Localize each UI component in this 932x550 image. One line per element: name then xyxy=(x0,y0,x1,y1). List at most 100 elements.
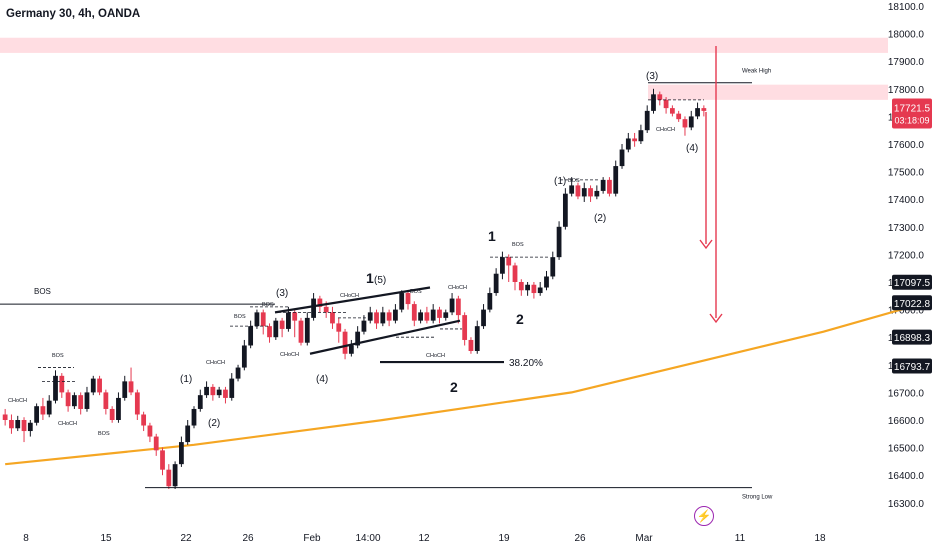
candle-body xyxy=(544,276,549,288)
current-price-tag xyxy=(892,98,932,129)
structure-label: BOS xyxy=(262,302,274,308)
candle-body xyxy=(210,386,216,396)
candle-body xyxy=(298,320,304,343)
price-level-tag xyxy=(892,358,932,374)
candle-body xyxy=(116,397,121,420)
chart-title: Germany 30, 4h, OANDA xyxy=(6,8,141,20)
candle-body xyxy=(594,190,600,197)
candle-body xyxy=(537,287,543,294)
candle-body xyxy=(248,326,254,346)
x-tick-label: 22 xyxy=(180,533,192,544)
price-level-label: 16793.7 xyxy=(894,362,931,373)
wedge-lower-line xyxy=(309,319,461,355)
candle-body xyxy=(393,309,398,321)
candle-body xyxy=(575,185,581,197)
wave-label: 2 xyxy=(450,379,458,395)
candle-body xyxy=(487,293,493,310)
candle-body xyxy=(223,389,228,398)
wave-label: (2) xyxy=(594,213,606,224)
x-tick-label: Mar xyxy=(635,533,653,544)
candle-body xyxy=(669,108,675,114)
candle-body xyxy=(317,298,323,307)
y-tick-label: 17200.0 xyxy=(888,250,925,261)
candle-body xyxy=(695,108,700,117)
candle-body xyxy=(311,298,316,318)
price-level-label: 17097.5 xyxy=(894,278,931,289)
candle-body xyxy=(588,188,593,197)
candle-body xyxy=(71,395,77,407)
candle-body xyxy=(556,226,562,258)
candle-body xyxy=(625,138,631,150)
structure-label: CHoCH xyxy=(280,352,299,358)
structure-label: CHoCH xyxy=(448,285,467,291)
countdown-label: 03:18:09 xyxy=(894,115,929,125)
candle-body xyxy=(374,312,379,324)
candle-body xyxy=(204,386,209,396)
candle-body xyxy=(84,392,90,409)
candle-body xyxy=(493,273,499,294)
candle-body xyxy=(292,312,298,321)
y-tick-label: 16300.0 xyxy=(888,499,925,510)
candle-body xyxy=(65,392,71,407)
structure-label: CHoCH xyxy=(340,293,359,299)
price-level-tag xyxy=(892,295,932,311)
candle-body xyxy=(701,108,707,111)
y-tick-label: 17000.0 xyxy=(888,306,925,317)
supply-zone xyxy=(0,37,888,53)
wave-label: (5) xyxy=(374,275,386,286)
candle-body xyxy=(267,326,272,338)
candle-body xyxy=(34,406,40,423)
candle-body xyxy=(386,312,392,321)
candle-body xyxy=(474,326,480,351)
x-tick-label: 15 xyxy=(100,533,112,544)
candle-body xyxy=(437,309,442,318)
candle-body xyxy=(286,312,291,329)
weak-high-label: Weak High xyxy=(742,69,771,75)
candle-body xyxy=(185,425,191,443)
candle-body xyxy=(229,378,235,398)
candle-body xyxy=(613,166,619,194)
candle-body xyxy=(90,378,96,393)
current-price-label: 17721.5 xyxy=(894,103,931,114)
candle-body xyxy=(569,185,575,194)
candle-body xyxy=(216,389,222,396)
structure-label: CHoCH xyxy=(58,421,77,427)
x-tick-label: 14:00 xyxy=(355,533,380,544)
candle-body xyxy=(380,312,386,324)
candle-body xyxy=(109,408,115,420)
structure-label: CHoCH xyxy=(206,360,225,366)
y-tick-label: 18100.0 xyxy=(888,2,925,13)
candle-body xyxy=(197,395,203,409)
candle-body xyxy=(600,179,606,191)
wedge-upper-line xyxy=(274,286,431,314)
x-tick-label: 11 xyxy=(735,533,746,544)
candle-body xyxy=(562,193,568,227)
candle-body xyxy=(21,420,27,432)
wave-label: 2 xyxy=(516,311,524,327)
y-tick-label: 17300.0 xyxy=(888,223,925,234)
candle-body xyxy=(153,436,159,451)
structure-label: CHoCH xyxy=(8,398,27,404)
candle-body xyxy=(481,309,486,327)
candle-body xyxy=(179,442,184,465)
candle-body xyxy=(160,450,165,470)
candle-body xyxy=(134,392,140,415)
candle-body xyxy=(172,464,178,487)
candle-body xyxy=(638,130,644,142)
candle-body xyxy=(235,367,241,379)
candle-body xyxy=(663,99,669,109)
wave-label: (4) xyxy=(686,143,698,154)
candle-body xyxy=(348,345,354,354)
candle-body xyxy=(462,315,468,340)
candle-body xyxy=(304,317,310,343)
candle-body xyxy=(632,138,638,142)
structure-label: BOS xyxy=(568,178,580,184)
strong-low-label: Strong Low xyxy=(742,495,773,501)
lightning-icon[interactable]: ⚡ xyxy=(694,506,714,526)
projection-arrow-head xyxy=(709,313,723,324)
candle-body xyxy=(342,331,348,354)
price-level-tag xyxy=(892,274,932,290)
y-tick-label: 17800.0 xyxy=(888,85,925,96)
